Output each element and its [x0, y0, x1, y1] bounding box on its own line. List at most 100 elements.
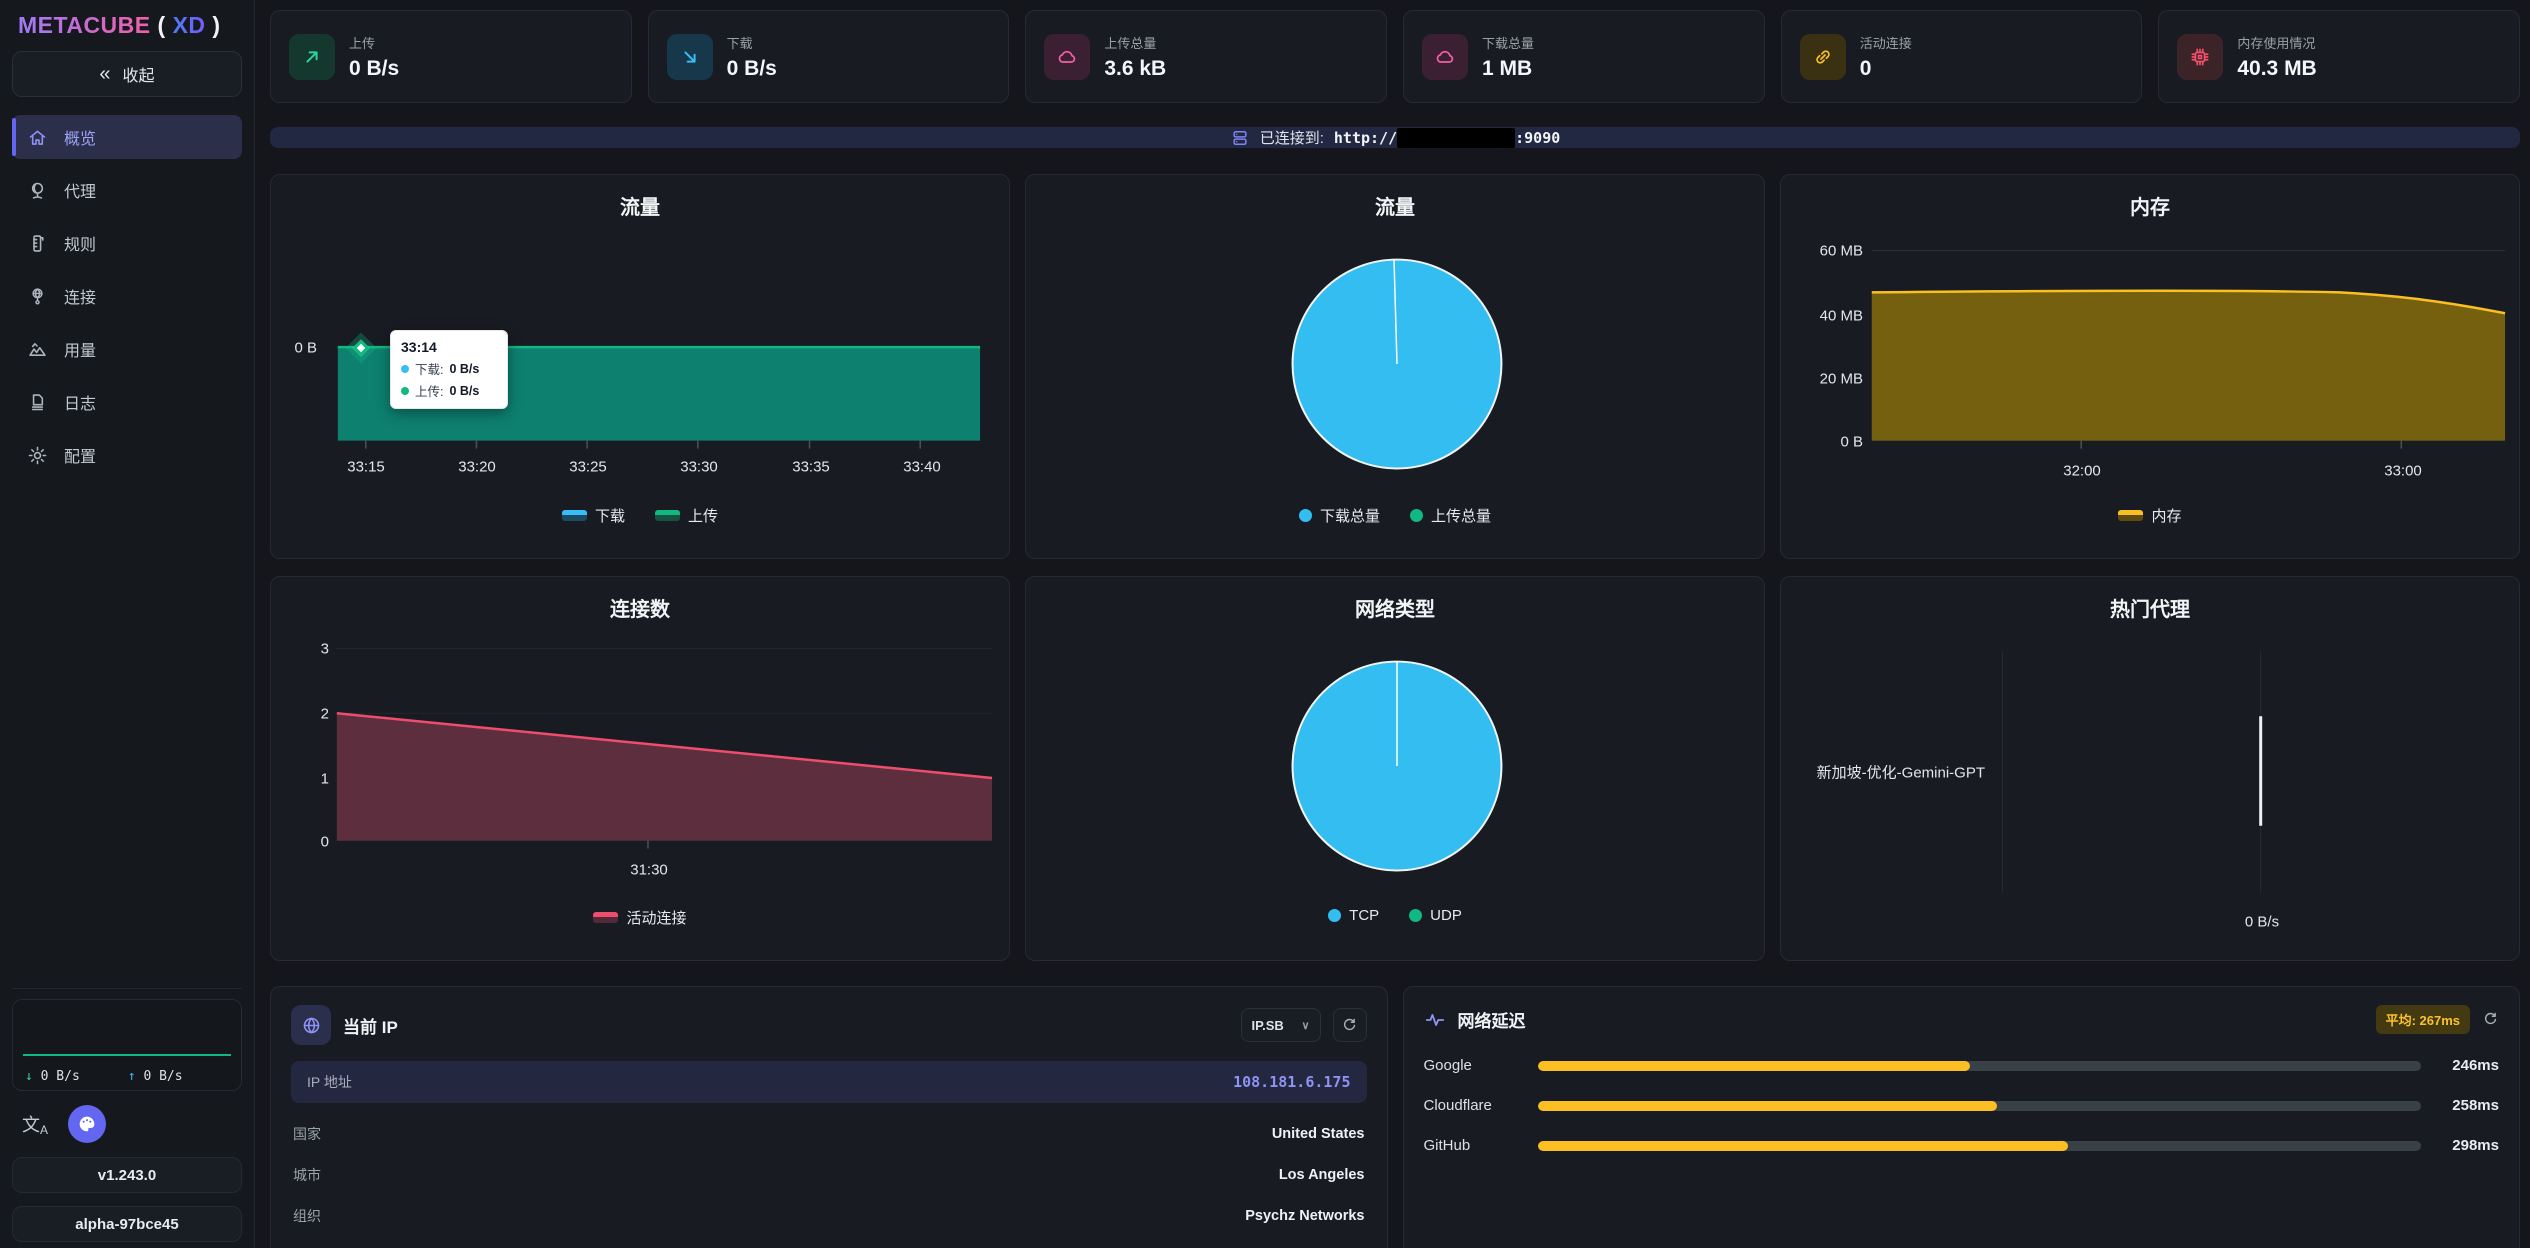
x-tick: 33:30	[680, 458, 718, 476]
stat-value: 0 B/s	[726, 56, 777, 80]
legend-item-upload-total[interactable]: 上传总量	[1410, 505, 1491, 526]
chart-title: 流量	[1375, 197, 1415, 219]
app-logo: METACUBE ( XD )	[18, 12, 221, 38]
palette-icon	[77, 1114, 97, 1134]
legend-item-active-connections[interactable]: 活动连接	[593, 907, 687, 928]
charts-grid: 流量 0 B 33:15 33:20 33:25 33:30 33:35 33:…	[270, 174, 2520, 961]
traffic-pie-plot	[1291, 258, 1503, 470]
refresh-icon	[2482, 1011, 2499, 1028]
stat-card-active-connections: 活动连接 0	[1780, 10, 2143, 103]
mini-traffic-chart: ↓ 0 B/s ↑ 0 B/s	[12, 999, 242, 1091]
preferences-row: 文A	[12, 1104, 242, 1144]
cloud-download-icon	[1422, 33, 1469, 80]
ip-provider-select[interactable]: IP.SB ∨	[1240, 1008, 1321, 1042]
legend-item-download[interactable]: 下载	[561, 505, 625, 526]
arrow-down-right-icon	[666, 33, 713, 80]
sidebar-item-label: 代理	[64, 184, 97, 201]
mini-upload: ↑ 0 B/s	[127, 1069, 183, 1084]
y-axis-label: 0 B	[294, 339, 317, 357]
network-globe-icon	[26, 285, 48, 307]
sidebar-item-config[interactable]: 配置	[12, 433, 242, 477]
stat-value: 40.3 MB	[2237, 56, 2317, 80]
connected-url: http://:9090	[1333, 127, 1561, 148]
stat-label: 上传总量	[1104, 35, 1157, 51]
area-chart-icon	[26, 338, 48, 360]
stat-card-upload: 上传 0 B/s	[270, 10, 632, 103]
stat-card-upload-total: 上传总量 3.6 kB	[1025, 10, 1388, 103]
stat-card-memory: 内存使用情况 40.3 MB	[2158, 10, 2521, 103]
legend-item-tcp[interactable]: TCP	[1328, 907, 1379, 924]
chart-top-proxies: 热门代理 新加坡-优化-Gemini-GPT 0 B/s	[1780, 576, 2520, 961]
chart-legend: 内存	[1781, 505, 2519, 526]
stat-value: 0 B/s	[349, 56, 400, 80]
chart-title: 内存	[2130, 197, 2170, 219]
sidebar-item-logs[interactable]: 日志	[12, 380, 242, 424]
server-icon	[1230, 128, 1250, 148]
stats-row: 上传 0 B/s 下载 0 B/s 上传总量 3.6 kB	[270, 10, 2521, 103]
series-dot	[401, 386, 409, 395]
sidebar-item-label: 日志	[64, 396, 97, 413]
legend-marker	[1328, 909, 1342, 922]
arrow-up-right-icon	[289, 33, 335, 80]
network-latency-panel: 网络延迟 平均: 267ms Google 246ms Cloudflare	[1402, 986, 2520, 1248]
x-tick: 33:25	[569, 458, 607, 476]
x-tick: 0 B/s	[2244, 913, 2280, 931]
chart-network-type: 网络类型 TCP UDP	[1025, 576, 1765, 961]
legend-item-memory[interactable]: 内存	[2118, 505, 2182, 526]
memory-area-plot	[1871, 250, 2506, 449]
stat-value: 0	[1859, 56, 1872, 80]
latency-row-github: GitHub 298ms	[1423, 1137, 2500, 1154]
language-button[interactable]: 文A	[22, 1111, 48, 1137]
logo-suffix: XD	[172, 12, 206, 38]
ip-info-row: 城市 Los Angeles	[293, 1167, 1365, 1183]
tooltip-row: 下载: 0 B/s	[401, 359, 497, 378]
series-dot	[401, 364, 409, 373]
chart-title: 流量	[620, 197, 660, 219]
sidebar-item-connections[interactable]: 连接	[12, 274, 242, 318]
cloud-upload-icon	[1044, 33, 1091, 80]
ip-address-label: IP 地址	[307, 1074, 352, 1090]
stat-label: 下载	[726, 35, 753, 51]
category-label: 新加坡-优化-Gemini-GPT	[1816, 764, 1985, 782]
ruler-icon	[26, 232, 48, 254]
theme-palette-button[interactable]	[68, 1105, 107, 1143]
link-icon	[1799, 33, 1846, 80]
legend-marker	[1298, 509, 1312, 522]
ip-address-value: 108.181.6.175	[1233, 1073, 1351, 1091]
ip-info-row: 国家 United States	[293, 1126, 1365, 1142]
chart-legend: TCP UDP	[1026, 907, 1764, 924]
ui-build-button[interactable]: alpha-97bce45	[12, 1206, 242, 1242]
stat-label: 上传	[349, 35, 376, 51]
y-tick: 40 MB	[1819, 307, 1863, 325]
ip-address-row: IP 地址 108.181.6.175	[291, 1061, 1367, 1103]
sidebar-item-label: 规则	[64, 237, 97, 254]
legend-item-download-total[interactable]: 下载总量	[1298, 505, 1380, 526]
active-indicator	[12, 118, 16, 156]
traffic-area-plot	[337, 345, 981, 449]
legend-item-upload[interactable]: 上传	[655, 505, 718, 526]
stat-label: 活动连接	[1859, 35, 1912, 51]
chart-tooltip: 33:14 下载: 0 B/s 上传: 0 B/s	[390, 330, 508, 409]
sidebar-item-usage[interactable]: 用量	[12, 327, 242, 371]
current-ip-panel: 当前 IP IP.SB ∨ IP 地址 108.181.6.175	[270, 986, 1388, 1248]
home-icon	[26, 126, 48, 148]
legend-item-udp[interactable]: UDP	[1409, 907, 1462, 924]
sidebar-item-rules[interactable]: 规则	[12, 221, 242, 265]
pulse-icon	[1424, 1009, 1446, 1031]
y-tick: 3	[320, 640, 329, 658]
refresh-icon	[1341, 1017, 1358, 1034]
collapse-sidebar-button[interactable]: « 收起	[12, 51, 242, 97]
mini-download: ↓ 0 B/s	[25, 1069, 80, 1084]
arrow-up-icon: ↑	[127, 1069, 136, 1084]
refresh-ip-button[interactable]	[1332, 1008, 1367, 1042]
sidebar-item-overview[interactable]: 概览	[12, 115, 242, 159]
sidebar-item-proxies[interactable]: 代理	[12, 168, 242, 212]
core-version-button[interactable]: v1.243.0	[12, 1157, 242, 1193]
sidebar-item-label: 配置	[64, 449, 97, 466]
chart-traffic-line: 流量 0 B 33:15 33:20 33:25 33:30 33:35 33:…	[270, 174, 1010, 559]
y-tick: 20 MB	[1819, 370, 1863, 388]
sidebar: METACUBE ( XD ) « 收起 概览 代理	[0, 0, 255, 1248]
refresh-latency-button[interactable]	[2482, 1011, 2499, 1028]
x-tick: 32:00	[2063, 462, 2101, 480]
